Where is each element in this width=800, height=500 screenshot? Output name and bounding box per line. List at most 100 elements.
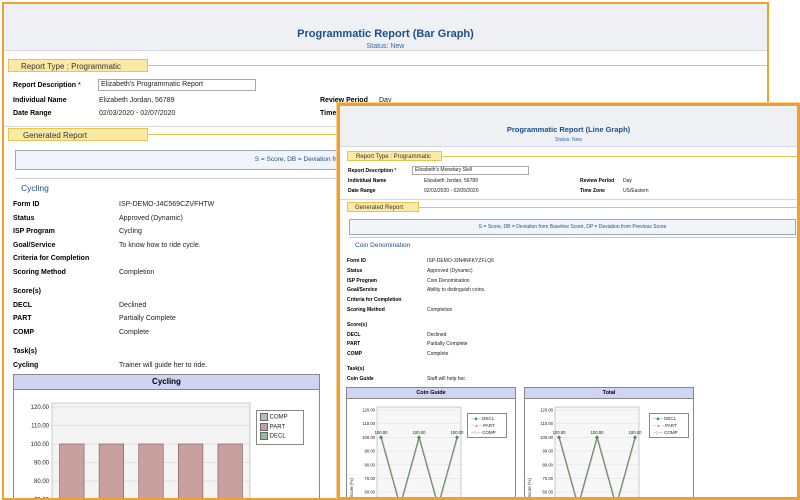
plot-area <box>376 406 462 497</box>
report-type-label: Report Type : Programmatic <box>356 154 431 160</box>
report-description-label: Report Description * <box>348 168 397 174</box>
chart-legend: ─◆─ DECL ─▲─ PART ─▷─ COMP <box>649 413 689 438</box>
line-chart-plot: 120.00110.00100.0090.0080.0070.0060.0050… <box>349 406 464 498</box>
y-tick-label: 70.00 <box>365 476 376 481</box>
task-description: Staff will help her. <box>427 375 467 382</box>
generated-report-label: Generated Report <box>355 205 404 211</box>
task-description: Trainer will guide her to ride. <box>119 361 208 369</box>
data-point <box>455 435 459 440</box>
y-tick-label: 70.00 <box>543 476 554 481</box>
score-description: Complete <box>427 351 449 358</box>
bar <box>178 443 204 498</box>
data-point <box>379 435 383 440</box>
y-tick-label: 80.00 <box>34 479 50 485</box>
scores-heading: Score(s) <box>347 321 368 328</box>
line-chart-plot: 120.00110.00100.0090.0080.0070.0060.0050… <box>527 406 642 497</box>
report-type-band: Report Type : Programmatic <box>8 59 148 72</box>
chart-legend: COMP PART DECL <box>256 410 304 445</box>
task-name: Cycling <box>13 361 39 369</box>
y-axis-label: Score (%) <box>349 477 354 498</box>
field-label: Status <box>347 267 363 274</box>
y-tick-label: 110.00 <box>363 421 376 426</box>
y-tick-label: 60.00 <box>543 490 554 495</box>
bar-chart-plot: 120.00 110.00 100.00 90.00 80.00 70.00 <box>31 402 251 498</box>
field-label: Form ID <box>347 258 366 264</box>
generated-report-band: Generated Report <box>347 202 419 212</box>
report-description-label: Report Description * <box>13 82 81 89</box>
time-zone-value: US/Eastern <box>623 188 649 194</box>
y-tick-label: 100.00 <box>362 435 375 440</box>
y-tick-label: 60.00 <box>365 490 376 495</box>
y-tick-label: 90.00 <box>543 449 554 454</box>
field-label: Status <box>13 214 35 222</box>
bar <box>59 443 85 498</box>
data-point <box>595 435 599 440</box>
legend-item-part: ─▲─ PART <box>653 423 677 428</box>
score-code: DECL <box>347 331 361 338</box>
report-description-input[interactable]: Elizabeth's Monetary Skill <box>412 166 529 175</box>
individual-name-label: Individual Name <box>13 97 67 104</box>
legend-item-comp: ─▷─ COMP <box>471 430 496 435</box>
score-code: PART <box>347 341 361 348</box>
field-label: Criteria for Completion <box>347 297 402 304</box>
plot-area <box>554 406 640 497</box>
y-tick-label: 80.00 <box>543 462 554 467</box>
time-zone-label: Time Zone <box>580 188 605 194</box>
divider <box>340 199 797 200</box>
field-label: ISP Program <box>347 277 377 284</box>
field-value: Completion <box>427 307 453 313</box>
score-description: Partially Complete <box>427 341 468 348</box>
generated-report-label: Generated Report <box>23 131 88 140</box>
individual-name-label: Individual Name <box>348 178 387 184</box>
chart-title: Coin Guide <box>347 388 515 399</box>
report-description-input[interactable]: Elizabeth's Programmatic Report <box>98 79 256 91</box>
report-title: Programmatic Report (Bar Graph) <box>297 28 474 40</box>
score-legend-note: S = Score, DB = Deviation fro <box>15 150 345 170</box>
review-period-label: Review Period <box>320 97 368 104</box>
chart-title: Cycling <box>14 375 319 390</box>
legend-item-part: PART <box>260 422 300 433</box>
individual-name-value: Elizabeth Jordan, 56789 <box>424 178 478 184</box>
legend-item-decl: ─◆─ DECL <box>471 416 495 421</box>
field-label: Form ID <box>13 201 40 208</box>
field-label: Scoring Method <box>347 307 385 313</box>
y-tick-label: 80.00 <box>365 462 376 467</box>
y-tick-label: 120.00 <box>540 408 553 413</box>
field-value: ISP-DEMO-J4C569CZVFHTW <box>119 201 215 208</box>
data-point <box>417 435 421 440</box>
date-range-value: 02/03/2020 - 02/05/2020 <box>424 188 479 194</box>
report-title: Programmatic Report (Line Graph) <box>506 125 631 134</box>
y-tick-label: 120.00 <box>31 405 50 411</box>
score-code: PART <box>13 315 32 322</box>
line-graph-report-window: Programmatic Report (Line Graph) Status:… <box>337 103 800 500</box>
score-legend-note: S = Score, DB = Deviation from Baseline … <box>349 219 796 235</box>
individual-name-value: Elizabeth Jordan, 56789 <box>99 97 175 104</box>
report-status: Status: New <box>555 137 582 143</box>
review-period-label: Review Period <box>580 178 615 184</box>
report-header: Programmatic Report (Bar Graph) Status: … <box>4 4 767 51</box>
bar <box>138 443 164 498</box>
y-tick-label: 100.00 <box>31 442 50 448</box>
coin-guide-line-chart: Coin Guide 120.00 110.00 100.00 90.00 80.00 7… <box>346 387 516 498</box>
field-value: Ability to distinguish coins. <box>427 287 486 294</box>
total-line-chart: Total 120.00 110.00 100.00 90.00 80.00 70.00 6… <box>524 387 694 497</box>
review-period-value: Day <box>623 178 632 184</box>
field-value: Completion <box>119 268 155 276</box>
chart-title: Total <box>525 388 693 399</box>
data-label: 100.00 <box>591 430 604 435</box>
y-tick-label: 110.00 <box>541 421 554 426</box>
legend-item-decl: ─◆─ DECL <box>653 416 677 421</box>
task-name: Coin Guide <box>347 375 374 382</box>
field-label: Criteria for Completion <box>13 255 90 262</box>
score-description: Declined <box>427 331 447 338</box>
section-title: Coin Denomination <box>349 237 797 249</box>
band-divider <box>148 65 767 66</box>
report-type-label: Report Type : Programmatic <box>21 62 121 71</box>
bar <box>217 443 243 498</box>
tasks-heading: Task(s) <box>13 348 37 355</box>
time-label: Time <box>320 110 337 117</box>
y-tick-label: 120.00 <box>362 408 375 413</box>
scores-heading: Score(s) <box>13 288 42 295</box>
field-value: Approved (Dynamic) <box>119 214 183 222</box>
score-description: Partially Complete <box>119 315 176 322</box>
